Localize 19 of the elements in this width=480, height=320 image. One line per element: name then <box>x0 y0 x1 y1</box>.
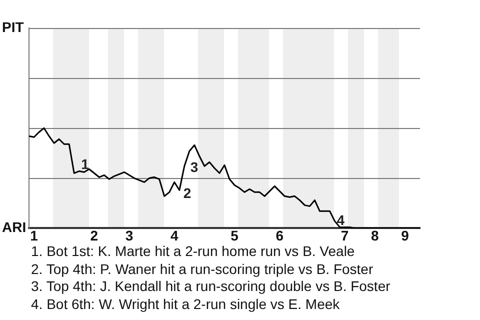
x-tick-label: 3 <box>125 227 134 244</box>
annotation: 2 <box>183 185 192 202</box>
text: 4. Bot 6th: W. Wright hit a 2-run single vs E. Meek <box>31 296 341 313</box>
x-tick-label: 1 <box>30 227 38 244</box>
x-tick-label: 4 <box>170 227 178 244</box>
annotation: 3 <box>190 158 198 175</box>
x-tick-label: 8 <box>370 227 379 244</box>
text: PIT <box>2 19 24 35</box>
x-tick-label: 6 <box>276 227 284 244</box>
annotation: 4 <box>336 212 345 228</box>
text: 3. Top 4th: J. Kendall hit a run-scoring double vs B. Foster <box>31 278 390 296</box>
x-tick-label: 9 <box>401 227 410 244</box>
x-tick-label: 2 <box>90 227 98 244</box>
annotation: 1 <box>81 156 90 172</box>
x-tick-label: 5 <box>230 227 239 244</box>
text: 2. Top 4th: P. Waner hit a run-scoring triple vs B. Foster <box>31 260 374 278</box>
text: 1. Bot 1st: K. Marte hit a 2-run home run vs B. Veale <box>31 243 356 260</box>
text: ARI <box>2 219 26 235</box>
x-tick-label: 7 <box>340 227 349 244</box>
